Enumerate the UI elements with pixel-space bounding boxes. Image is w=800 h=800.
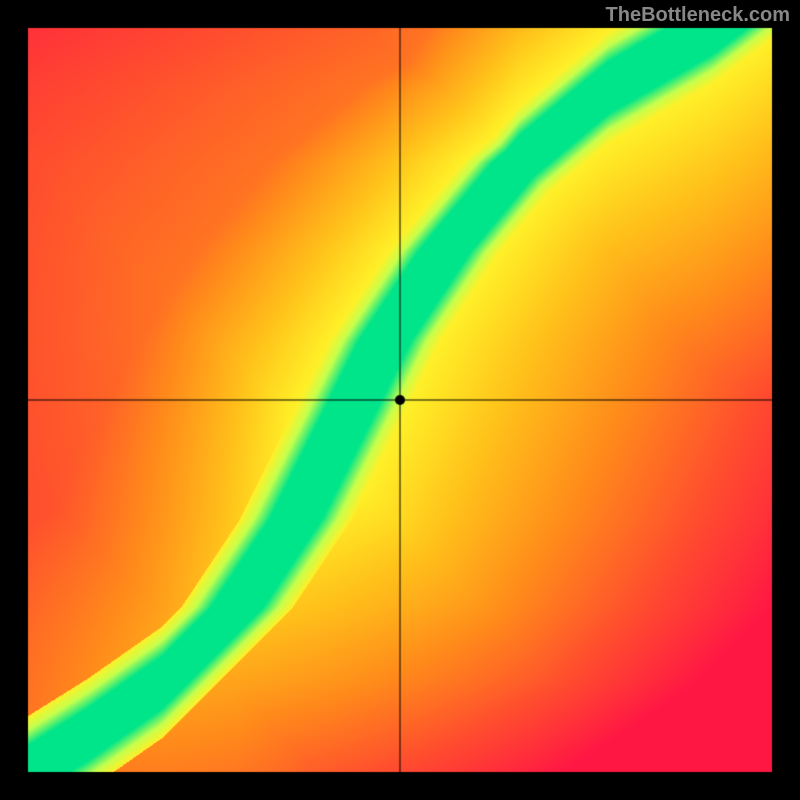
bottleneck-heatmap	[0, 0, 800, 800]
chart-container: TheBottleneck.com	[0, 0, 800, 800]
watermark-text: TheBottleneck.com	[606, 4, 790, 27]
